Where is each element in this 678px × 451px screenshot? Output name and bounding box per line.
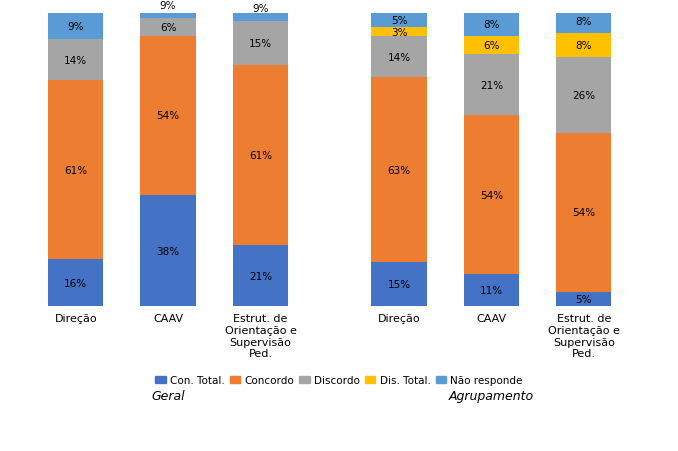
Bar [556, 57, 612, 133]
Text: 5%: 5% [576, 295, 592, 304]
Text: 21%: 21% [249, 271, 272, 281]
Text: 9%: 9% [160, 1, 176, 11]
Text: 14%: 14% [387, 52, 411, 63]
Bar [48, 81, 104, 260]
Text: 54%: 54% [157, 111, 180, 121]
Text: 9%: 9% [68, 22, 84, 32]
Text: 63%: 63% [387, 166, 411, 175]
Bar [233, 0, 288, 22]
Bar [48, 260, 104, 307]
Bar [372, 78, 426, 262]
Bar [556, 34, 612, 57]
Text: 8%: 8% [576, 17, 592, 28]
Bar [556, 133, 612, 292]
Text: 16%: 16% [64, 278, 87, 288]
Bar [464, 14, 519, 37]
Text: 8%: 8% [576, 41, 592, 51]
Text: 11%: 11% [480, 285, 503, 295]
Bar [48, 14, 104, 40]
Bar [372, 262, 426, 307]
Bar [140, 0, 196, 19]
Bar [140, 37, 196, 195]
Text: 26%: 26% [572, 91, 595, 101]
Text: 38%: 38% [157, 246, 180, 256]
Bar [233, 66, 288, 245]
Text: 5%: 5% [391, 16, 407, 26]
Bar [140, 19, 196, 37]
Text: 21%: 21% [480, 80, 503, 90]
Bar [233, 22, 288, 66]
Bar [464, 116, 519, 274]
Bar [140, 195, 196, 307]
Bar [556, 10, 612, 34]
Text: 15%: 15% [249, 39, 272, 49]
Bar [372, 14, 426, 28]
Bar [48, 40, 104, 81]
Bar [464, 55, 519, 116]
Text: 6%: 6% [160, 23, 176, 33]
Text: 14%: 14% [64, 55, 87, 65]
Legend: Con. Total., Concordo, Discordo, Dis. Total., Não responde: Con. Total., Concordo, Discordo, Dis. To… [151, 371, 527, 389]
Text: 61%: 61% [249, 151, 272, 161]
Text: 15%: 15% [387, 280, 411, 290]
Text: 54%: 54% [572, 208, 595, 218]
Bar [372, 37, 426, 78]
Text: 8%: 8% [483, 20, 500, 30]
Bar [233, 245, 288, 307]
Text: Geral: Geral [151, 389, 185, 402]
Text: 61%: 61% [64, 166, 87, 175]
Text: Agrupamento: Agrupamento [449, 389, 534, 402]
Text: 54%: 54% [480, 190, 503, 200]
Bar [464, 37, 519, 55]
Text: 9%: 9% [252, 4, 268, 14]
Text: 6%: 6% [483, 41, 500, 51]
Bar [372, 28, 426, 37]
Bar [556, 292, 612, 307]
Text: 3%: 3% [391, 28, 407, 37]
Bar [464, 274, 519, 307]
